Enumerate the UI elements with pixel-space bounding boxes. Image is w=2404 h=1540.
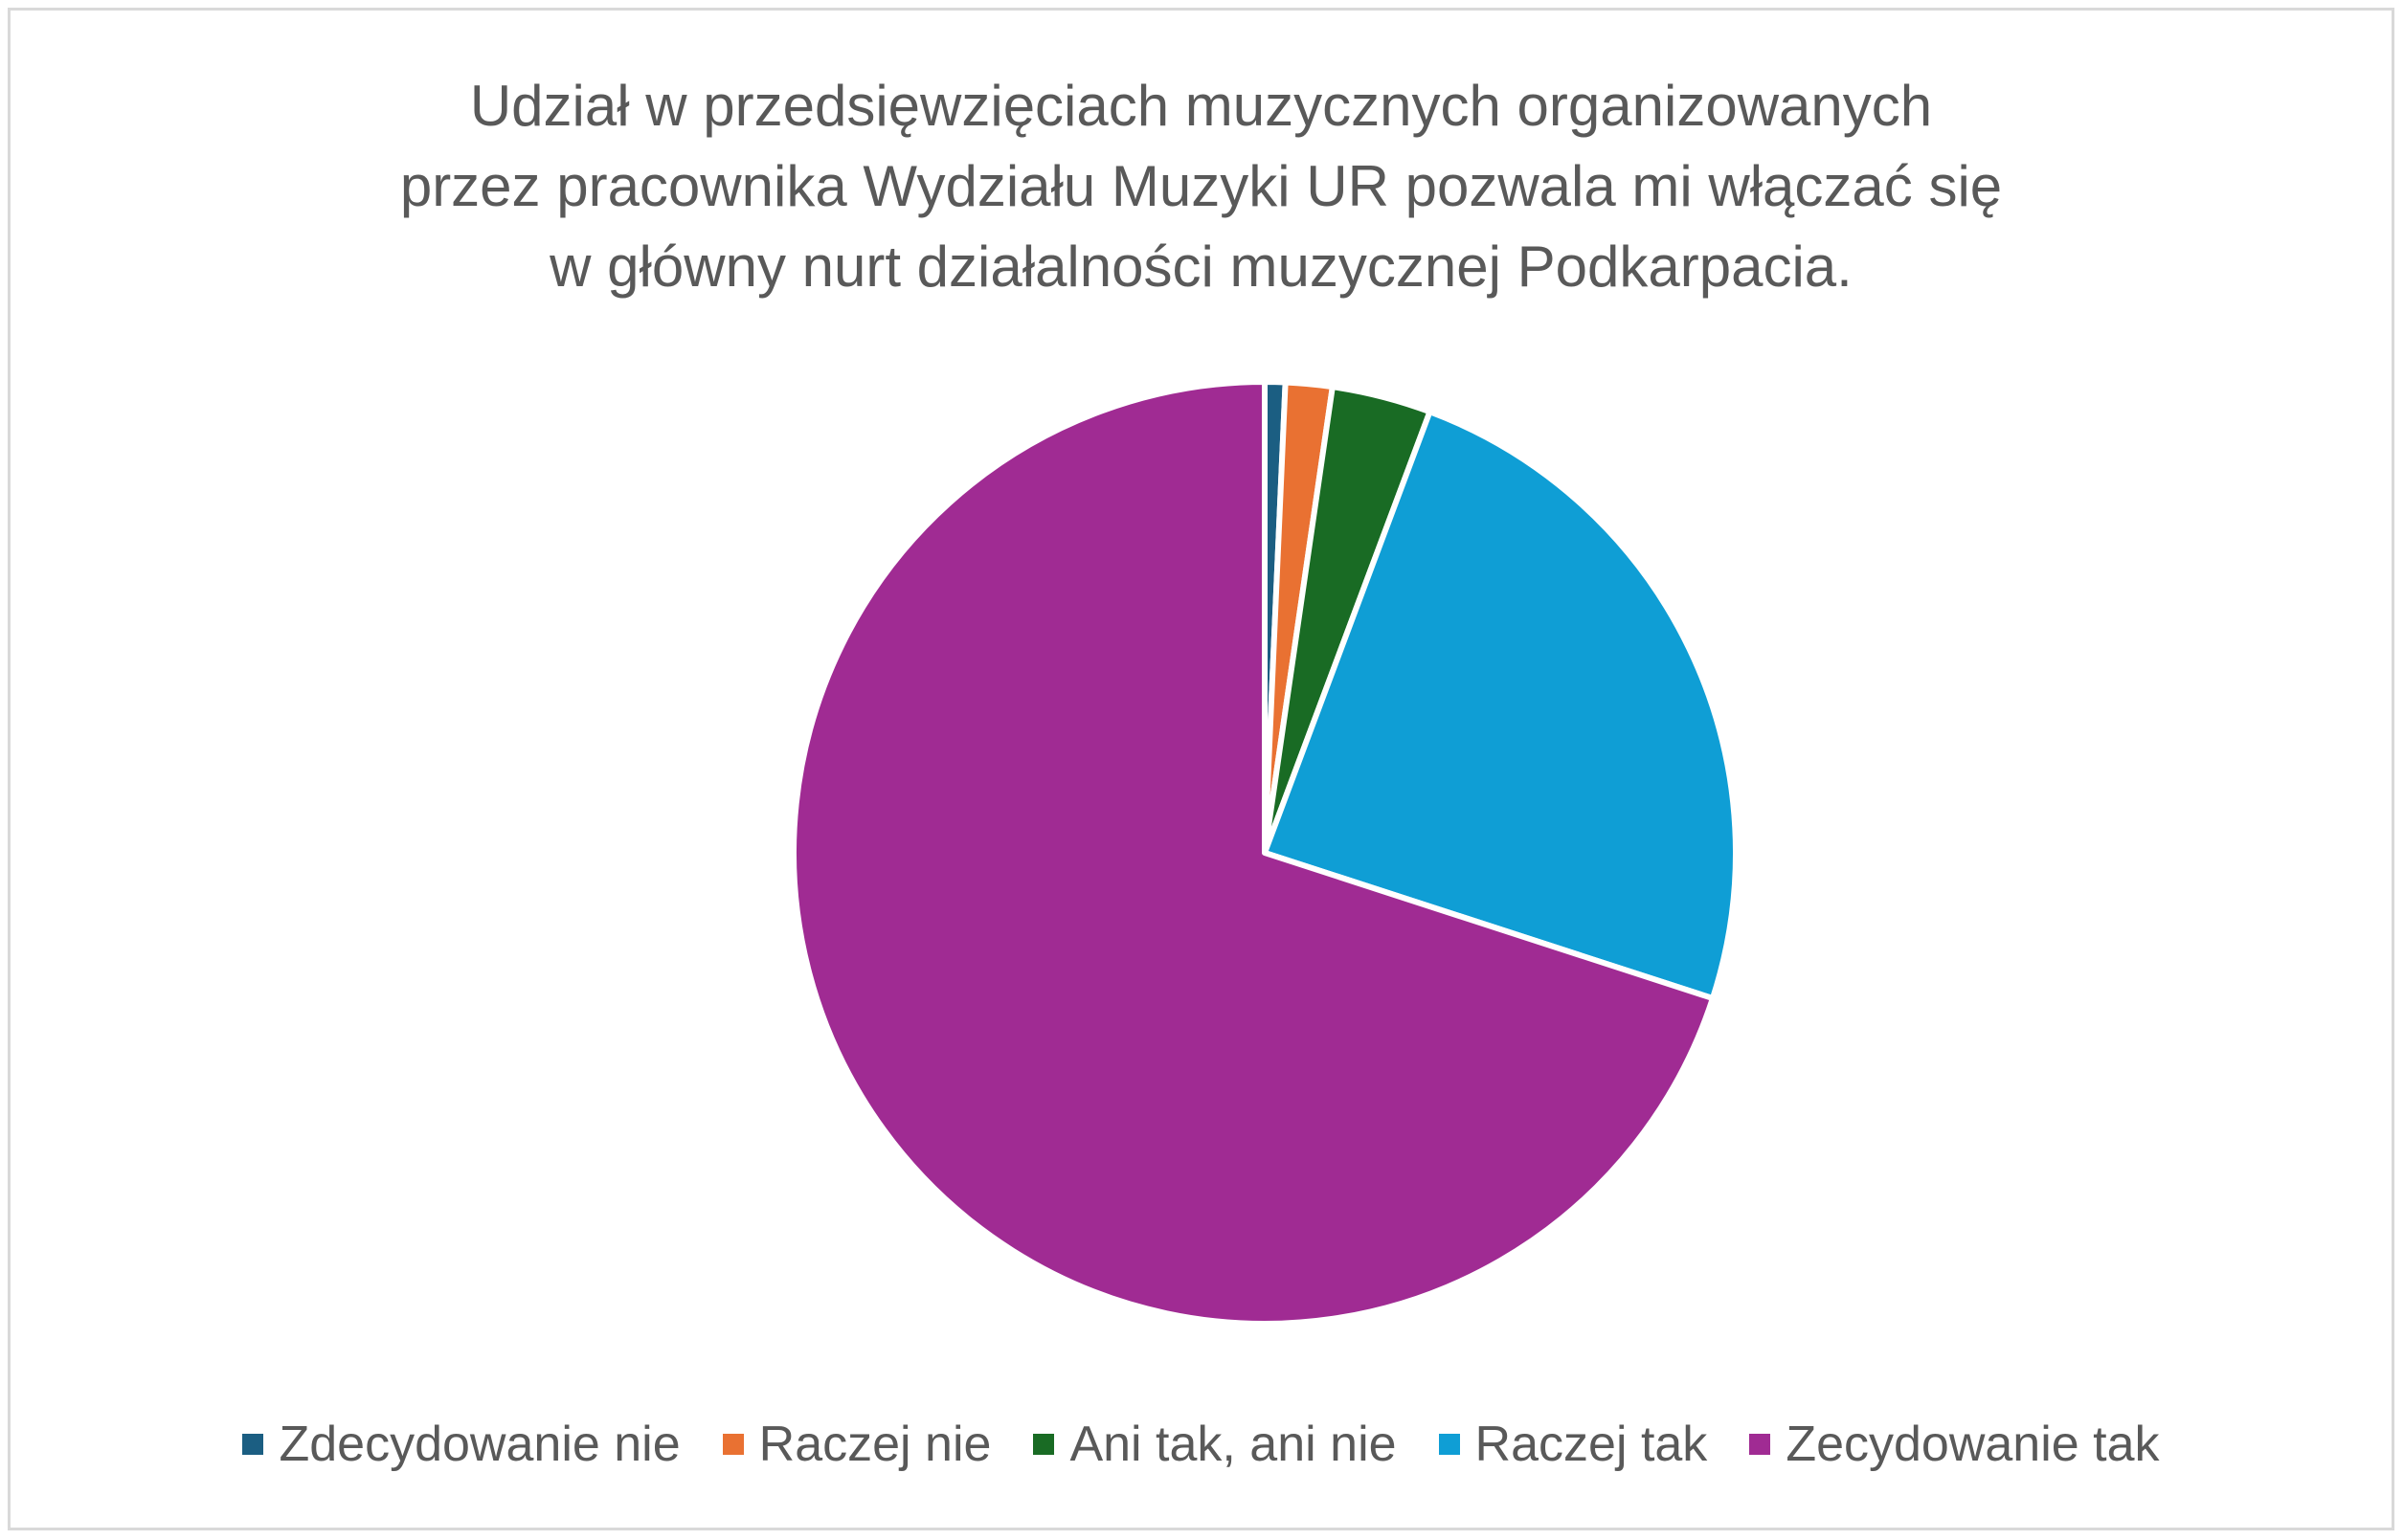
- legend-label-raczej-nie: Raczej nie: [758, 1417, 992, 1472]
- legend-item-ani-tak-ani-nie: Ani tak, ani nie: [1033, 1416, 1397, 1473]
- legend-swatch-raczej-nie: [722, 1434, 744, 1455]
- legend-item-raczej-nie: Raczej nie: [722, 1416, 992, 1473]
- legend-swatch-zdecydowanie-nie: [242, 1434, 264, 1455]
- legend-label-ani-tak-ani-nie: Ani tak, ani nie: [1069, 1417, 1397, 1472]
- pie-slice-raczej-tak: [1262, 409, 1739, 1002]
- chart-title-line-1: Udział w przedsięwzięciach muzycznych or…: [469, 74, 1933, 138]
- legend-swatch-zecydowanie-tak: [1749, 1434, 1771, 1455]
- legend-label-zecydowanie-tak: Zecydowanie tak: [1786, 1417, 2160, 1472]
- legend-label-raczej-tak: Raczej tak: [1474, 1417, 1708, 1472]
- chart-title: Udział w przedsięwzięciach muzycznych or…: [11, 66, 2392, 307]
- pie-chart: [791, 379, 1739, 1327]
- legend-swatch-raczej-tak: [1438, 1434, 1460, 1455]
- chart-title-line-3: w główny nurt działalności muzycznej Pod…: [550, 234, 1853, 299]
- legend-item-zdecydowanie-nie: Zdecydowanie nie: [242, 1416, 681, 1473]
- legend-item-raczej-tak: Raczej tak: [1438, 1416, 1708, 1473]
- chart-area: Udział w przedsięwzięciach muzycznych or…: [8, 8, 2394, 1530]
- chart-legend: Zdecydowanie nie Raczej nie Ani tak, ani…: [11, 1416, 2392, 1473]
- chart-title-line-2: przez pracownika Wydziału Muzyki UR pozw…: [399, 154, 2003, 218]
- legend-label-zdecydowanie-nie: Zdecydowanie nie: [279, 1417, 681, 1472]
- legend-swatch-ani-tak-ani-nie: [1033, 1434, 1055, 1455]
- legend-item-zecydowanie-tak: Zecydowanie tak: [1749, 1416, 2160, 1473]
- pie-slice-zecydowanie-tak: [791, 379, 1716, 1327]
